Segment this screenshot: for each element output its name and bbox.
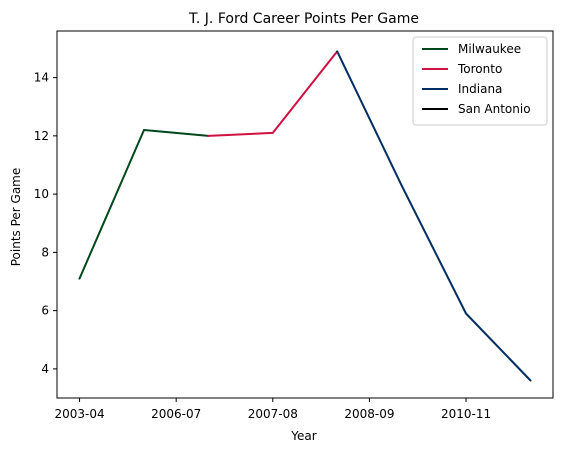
legend: Milwaukee Toronto Indiana San Antonio <box>412 36 548 126</box>
legend-label-2: Indiana <box>458 82 502 96</box>
y-axis-label: Points Per Game <box>9 168 23 267</box>
x-tick-label-1: 2006-07 <box>151 407 201 421</box>
y-tick-label-0: 4 <box>41 362 49 376</box>
x-tick-label-0: 2003-04 <box>54 407 104 421</box>
series-line-2 <box>336 50 532 382</box>
x-tick-label-3: 2008-09 <box>344 407 394 421</box>
legend-box <box>412 36 548 126</box>
y-tick-label-2: 8 <box>41 245 49 259</box>
y-tick-label-5: 14 <box>34 71 49 85</box>
axes-frame <box>56 30 554 399</box>
x-axis-label: Year <box>290 429 316 443</box>
legend-label-1: Toronto <box>457 62 502 76</box>
chart-title: T. J. Ford Career Points Per Game <box>188 11 419 27</box>
x-tick-label-4: 2010-11 <box>441 407 491 421</box>
series-line-1 <box>207 50 339 137</box>
legend-label-0: Milwaukee <box>458 42 521 56</box>
series-line-0 <box>78 129 210 280</box>
legend-label-3: San Antonio <box>458 102 531 116</box>
y-tick-label-4: 12 <box>34 129 49 143</box>
x-tick-label-2: 2007-08 <box>248 407 298 421</box>
y-tick-label-1: 6 <box>41 304 49 318</box>
y-tick-label-3: 10 <box>34 187 49 201</box>
plot-area: 4 6 8 10 12 14 2003-04 2006-07 2007-08 2008-09 201… <box>34 30 554 421</box>
